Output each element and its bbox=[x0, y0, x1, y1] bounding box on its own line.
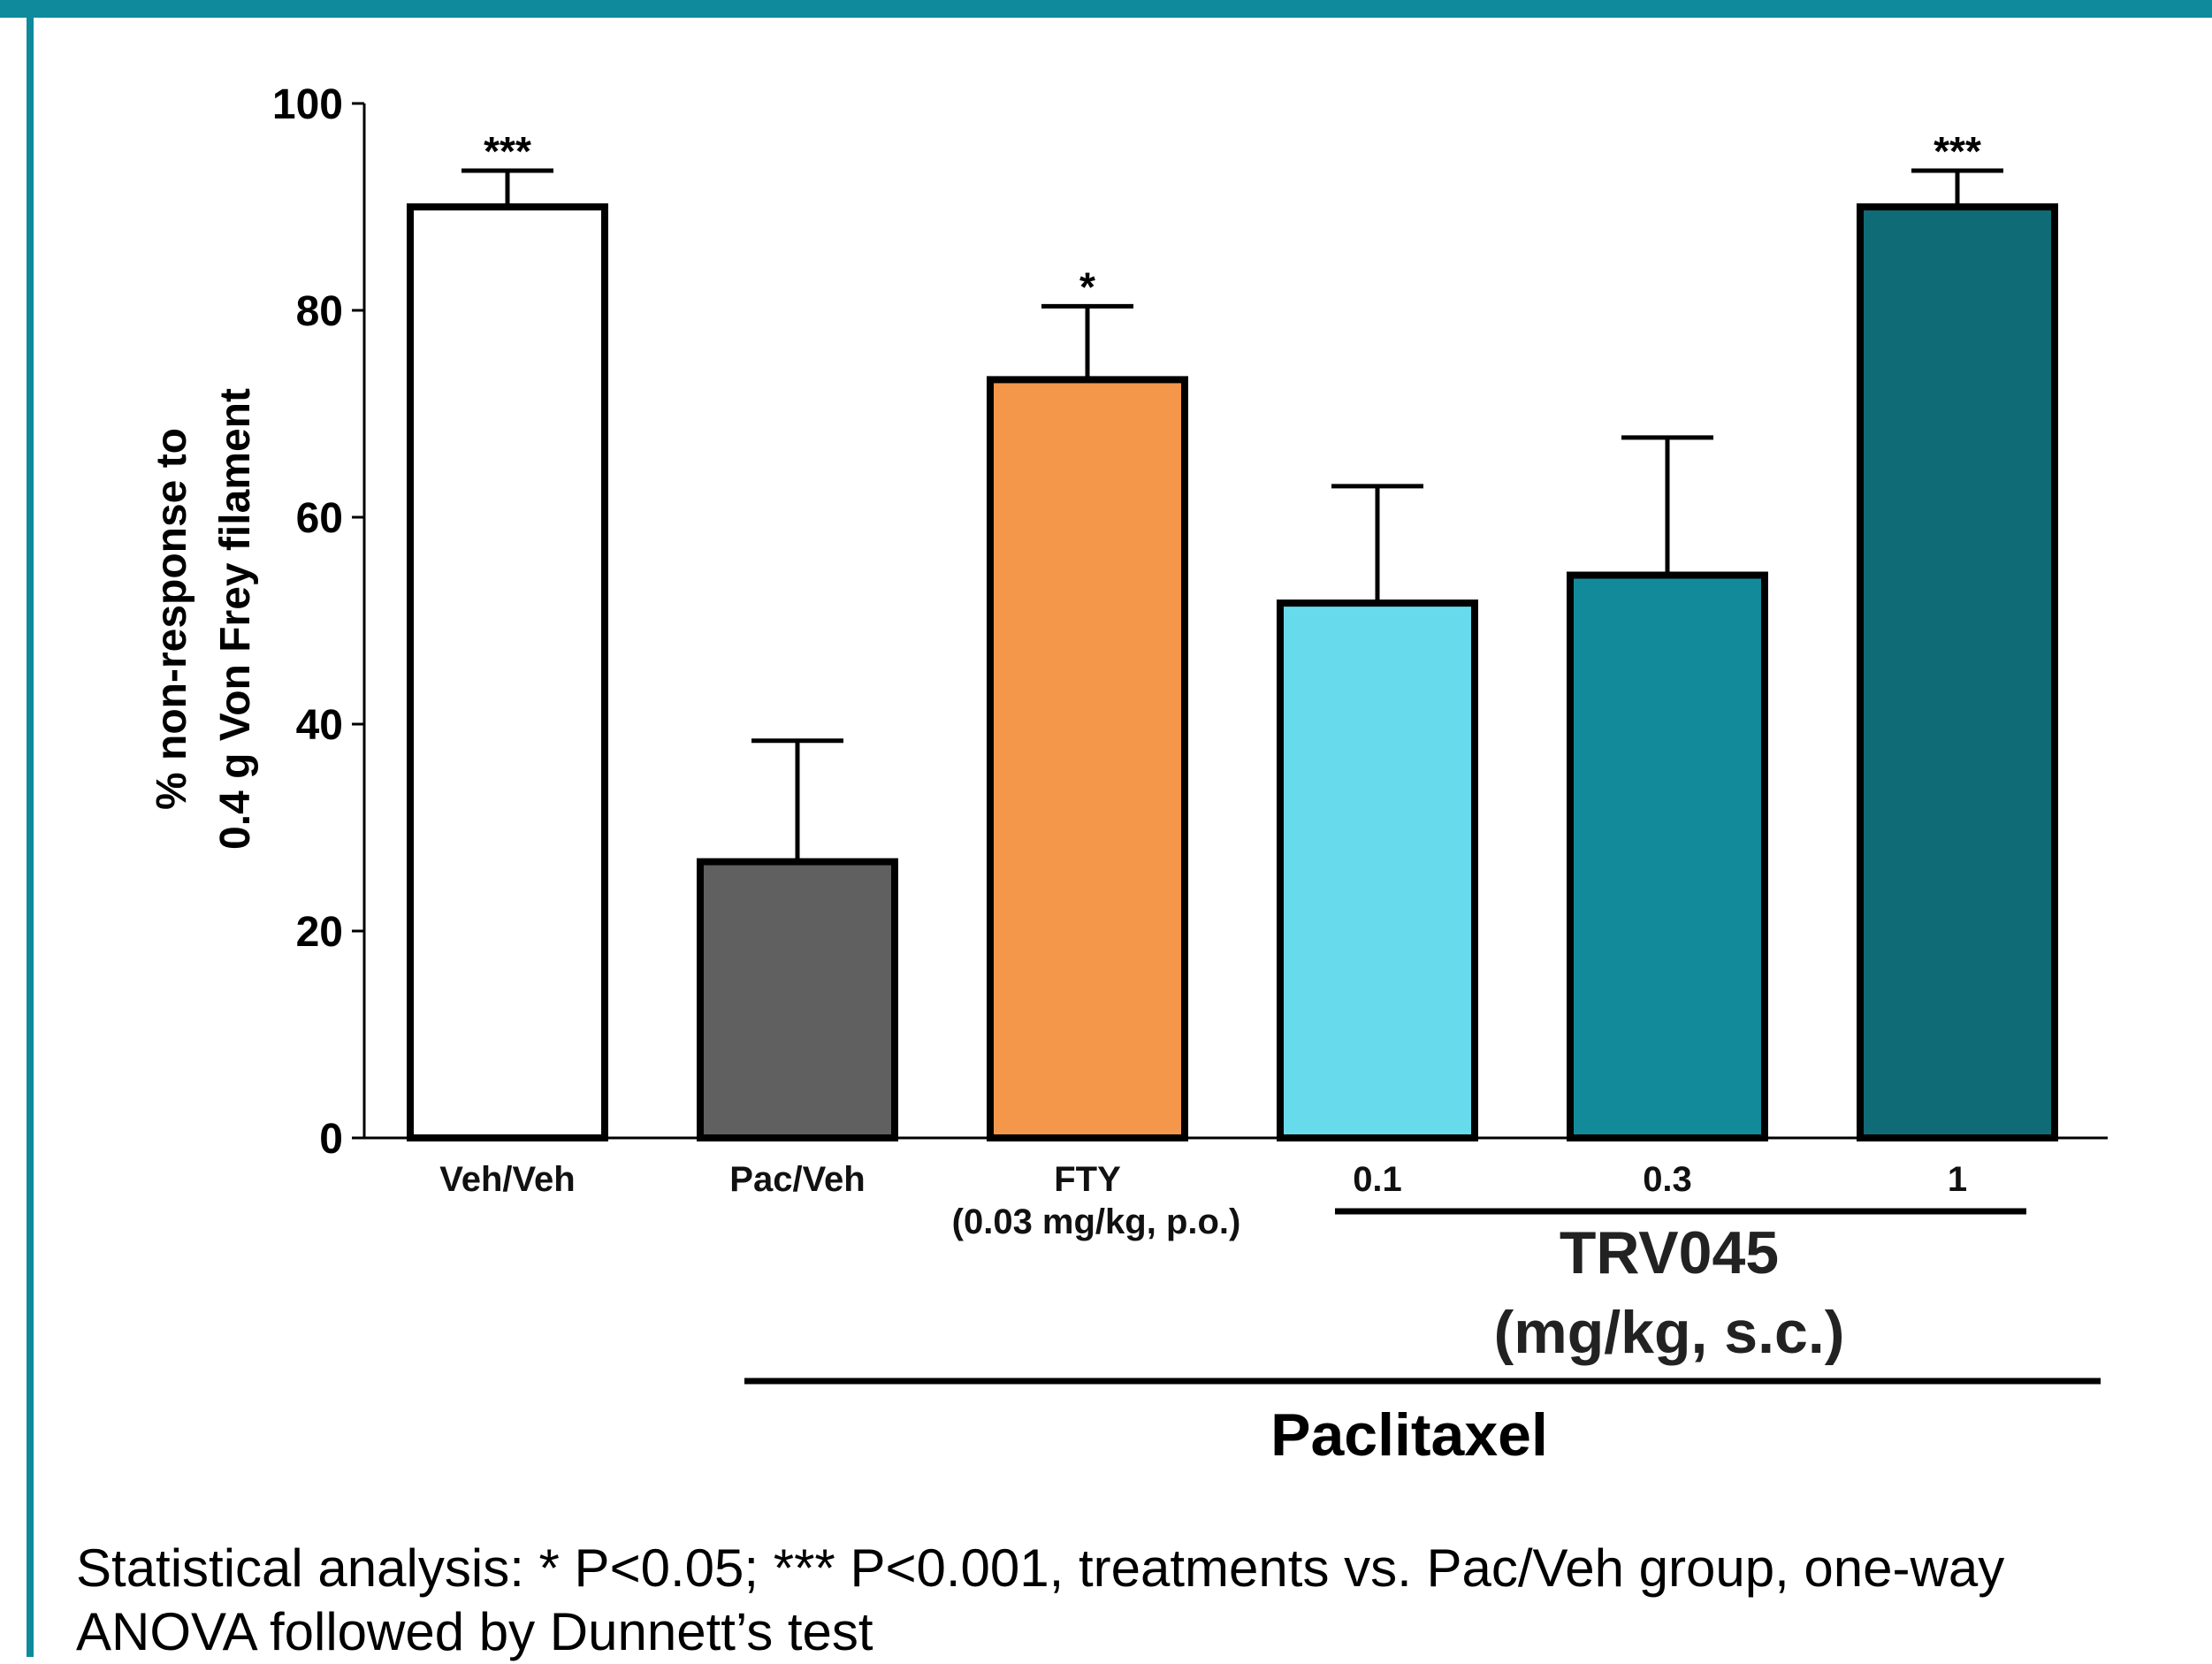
left-border bbox=[27, 0, 34, 1657]
footnote: Statistical analysis: * P<0.05; *** P<0.… bbox=[76, 1537, 2212, 1664]
y-tick-label-20: 20 bbox=[296, 909, 343, 956]
y-axis-label-line1: % non-response to bbox=[149, 428, 195, 810]
x-tick-label-2: FTY bbox=[1054, 1160, 1121, 1199]
significance-label-2: * bbox=[1079, 263, 1095, 309]
x-tick-label-0: Veh/Veh bbox=[439, 1160, 575, 1199]
bars: ******* bbox=[407, 128, 2058, 1141]
significance-label-5: *** bbox=[1934, 128, 1981, 174]
bar-0 bbox=[407, 203, 608, 1141]
y-tick-label-80: 80 bbox=[296, 288, 343, 335]
bar-4 bbox=[1567, 571, 1768, 1141]
y-axis: 0 20 40 60 80 100 bbox=[272, 81, 2108, 1163]
x-tick-sublabel-2: (0.03 mg/kg, p.o.) bbox=[952, 1202, 1241, 1241]
y-tick-label-40: 40 bbox=[296, 702, 343, 749]
paclitaxel-label: Paclitaxel bbox=[1270, 1401, 1548, 1469]
x-tick-label-3: 0.1 bbox=[1353, 1160, 1402, 1199]
x-tick-label-1: Pac/Veh bbox=[729, 1160, 865, 1199]
bar-1 bbox=[697, 858, 898, 1141]
footnote-line2: ANOVA followed by Dunnett’s test bbox=[76, 1602, 873, 1661]
x-tick-label-4: 0.3 bbox=[1643, 1160, 1692, 1199]
trv045-unit-label: (mg/kg, s.c.) bbox=[1494, 1299, 1845, 1366]
x-tick-label-5: 1 bbox=[1948, 1160, 1967, 1199]
x-axis-labels: Veh/Veh Pac/Veh FTY(0.03 mg/kg, p.o.) 0.1 0.… bbox=[439, 1160, 1967, 1241]
bar-5 bbox=[1857, 203, 2058, 1141]
footnote-line1: Statistical analysis: * P<0.05; *** P<0.… bbox=[76, 1538, 2005, 1598]
y-tick-label-60: 60 bbox=[296, 495, 343, 542]
y-tick-label-0: 0 bbox=[319, 1116, 343, 1163]
y-axis-label-line2: 0.4 g Von Frey filament bbox=[212, 388, 259, 850]
significance-label-0: *** bbox=[484, 128, 531, 174]
bar-2 bbox=[987, 376, 1188, 1141]
trv045-label: TRV045 bbox=[1560, 1219, 1779, 1286]
bar-3 bbox=[1277, 599, 1478, 1141]
header-band bbox=[0, 0, 2212, 18]
y-tick-label-100: 100 bbox=[272, 81, 343, 128]
